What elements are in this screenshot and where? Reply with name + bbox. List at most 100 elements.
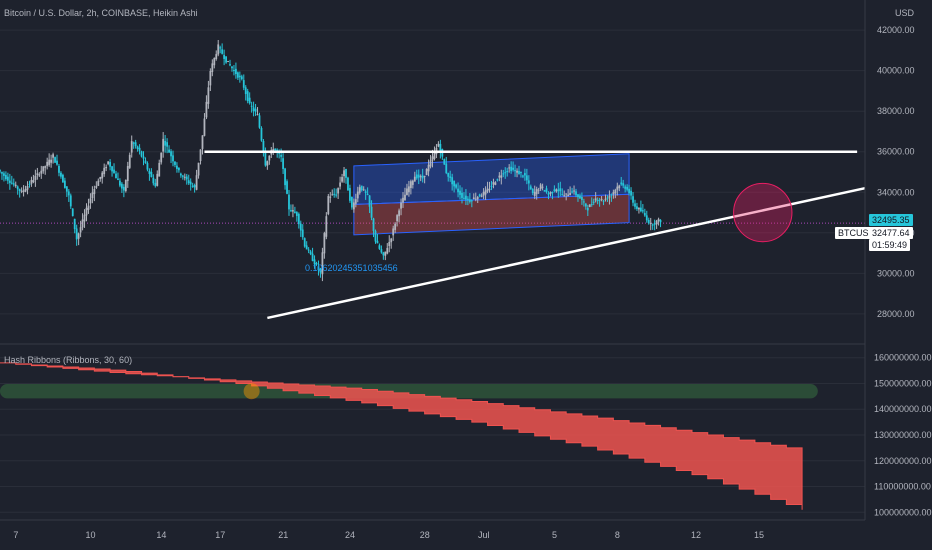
candle-body	[478, 194, 481, 197]
hash-ribbons-pane	[0, 357, 865, 513]
candle-body	[111, 166, 113, 172]
candle-body	[567, 194, 570, 197]
candle-body	[350, 197, 353, 208]
candle-body	[321, 252, 324, 275]
candle-body	[484, 190, 487, 195]
candle-body	[537, 189, 540, 191]
candle-body	[445, 163, 448, 174]
main-chart-title: Bitcoin / U.S. Dollar, 2h, COINBASE, Hei…	[4, 8, 198, 18]
candle-body	[191, 185, 194, 187]
candle-body	[148, 170, 151, 174]
symbol-tag[interactable]: BTCUSD	[835, 227, 879, 239]
candle-body	[588, 204, 591, 208]
candle-body	[551, 191, 554, 193]
price-tick-label: 36000.00	[877, 147, 915, 157]
candle-body	[119, 180, 121, 186]
candle-body	[337, 188, 340, 194]
candle-body	[10, 182, 13, 184]
candle-body	[504, 172, 507, 174]
indicator-axis[interactable]: 100000000.00 110000000.00 120000000.00 1300…	[874, 353, 932, 518]
candle-body	[262, 140, 265, 154]
candle-body	[523, 173, 526, 176]
channel-value-label: 0.10620245351035456	[305, 263, 398, 273]
candle-body	[3, 173, 5, 176]
candle-body	[315, 262, 318, 265]
candle-body	[146, 163, 149, 170]
candle-body	[598, 199, 601, 201]
candle-body	[297, 213, 300, 225]
candle-body	[415, 174, 418, 179]
candle-body	[628, 188, 630, 194]
candle-body	[368, 195, 371, 207]
candle-body	[124, 179, 127, 192]
candle-body	[250, 105, 253, 107]
channel-lower-zone	[353, 193, 630, 236]
candle-body	[1, 172, 3, 174]
candle-body	[647, 219, 650, 224]
trend-lines[interactable]	[204, 150, 866, 320]
countdown-tag: 01:59:49	[869, 239, 911, 251]
candle-body	[69, 195, 72, 207]
candle-body	[12, 183, 15, 185]
candle-body	[573, 190, 575, 192]
candle-body	[431, 156, 434, 161]
candle-body	[408, 186, 410, 193]
candle-body	[38, 174, 41, 176]
candle-body	[301, 229, 304, 238]
candle-body	[565, 193, 568, 195]
candle-body	[44, 166, 47, 168]
candle-body	[101, 172, 104, 179]
price-tick-label: 42000.00	[877, 25, 915, 35]
candle-body	[219, 47, 222, 49]
candle-body	[541, 186, 544, 188]
time-tick-label: 14	[156, 530, 166, 540]
candle-body	[93, 188, 96, 195]
candle-body	[502, 173, 505, 175]
candle-body	[455, 184, 457, 188]
candle-body	[252, 107, 255, 112]
candle-body	[429, 160, 432, 167]
candle-body	[274, 148, 277, 151]
candle-body	[582, 201, 585, 203]
candle-body	[366, 193, 369, 195]
candle-body	[612, 192, 615, 195]
circle-annotation[interactable]	[733, 182, 793, 243]
candle-body	[195, 175, 198, 190]
time-tick-label: 12	[691, 530, 701, 540]
candle-body	[341, 177, 343, 182]
candle-body	[260, 127, 263, 141]
candle-body	[496, 179, 499, 181]
candle-body	[645, 215, 648, 221]
indicator-tick-label: 150000000.00	[874, 378, 932, 388]
candle-body	[463, 197, 465, 199]
candle-body	[449, 176, 452, 178]
candle-body	[325, 216, 328, 237]
candle-body	[309, 251, 312, 255]
candle-body	[651, 224, 654, 226]
candle-body	[370, 206, 373, 218]
price-tick-label: 40000.00	[877, 66, 915, 76]
time-tick-label: 8	[615, 530, 620, 540]
candle-body	[331, 194, 334, 196]
candle-body	[512, 167, 515, 170]
candle-body	[254, 108, 257, 112]
candle-body	[134, 142, 137, 147]
candle-body	[284, 168, 286, 186]
candle-body	[465, 195, 467, 200]
time-axis[interactable]: 7 10 14 17 21 24 28 Jul 5 8 12 15	[0, 519, 865, 540]
price-axis[interactable]: 28000.0030000.0032000.0034000.0036000.00…	[877, 25, 915, 319]
candle-body	[510, 166, 513, 171]
candle-body	[179, 173, 182, 176]
candle-body	[659, 220, 662, 223]
candle-body	[65, 186, 68, 192]
candle-body	[181, 175, 184, 177]
candle-body	[590, 203, 593, 205]
candle-body	[73, 218, 76, 230]
candle-body	[618, 185, 621, 189]
candle-body	[653, 223, 656, 225]
indicator-tick-label: 100000000.00	[874, 507, 932, 517]
candle-body	[461, 192, 463, 198]
candle-body	[488, 188, 491, 190]
current-price-tag: 32477.64	[869, 227, 913, 239]
